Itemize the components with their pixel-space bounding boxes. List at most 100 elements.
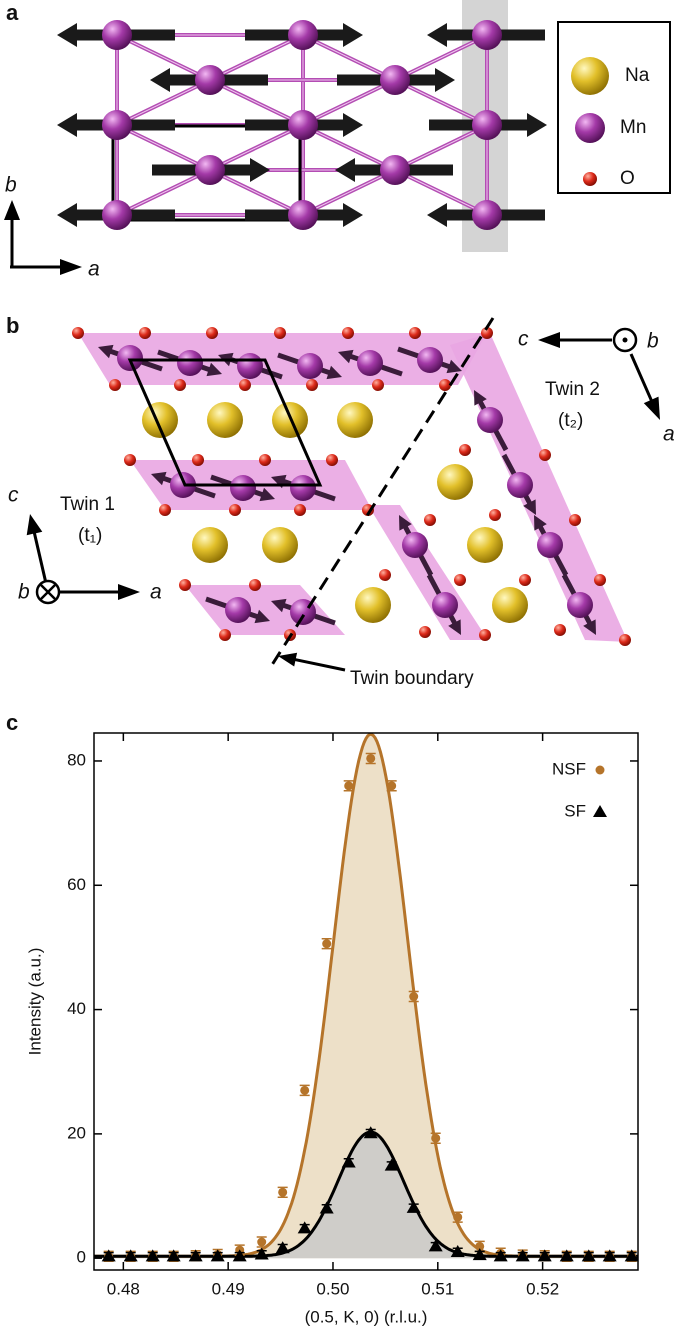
data-point [363,1126,378,1139]
data-point [101,1249,116,1262]
data-point [450,1244,465,1257]
bond [209,169,304,216]
o-atom [139,327,151,339]
arrow [278,652,346,672]
o-atom [124,454,136,466]
data-point [475,1241,485,1251]
o-atom [174,379,186,391]
o-atom [192,454,204,466]
o-atom [424,514,436,526]
panel-label: c [6,710,18,735]
na-atom [571,57,609,95]
o-atom [239,379,251,391]
bond [394,124,489,171]
arrow [10,259,82,275]
panel-label: a [6,0,19,25]
twin-label: (t₁) [78,525,102,546]
data-point [341,1155,356,1168]
mn-atom [225,597,251,623]
mn-atom [195,155,225,185]
labels: a b c Na Mn O b a c b a c b a Twin 1 (t₁… [5,0,675,735]
y-tick-label: 0 [77,1248,86,1267]
mn-atom [230,475,256,501]
na-atom [192,527,228,563]
mn-atom [288,20,318,50]
mn-atom [380,65,410,95]
data-point [344,781,354,791]
mn-atom [170,472,196,498]
o-atom [306,379,318,391]
data-point [559,1249,574,1262]
na-atom [467,527,503,563]
data-point [319,1201,334,1214]
panel-a [4,0,671,275]
mn-atom [472,110,502,140]
bond [301,124,396,171]
axis-label: a [88,258,100,281]
mn-atom [432,592,458,618]
mn-atom [417,347,443,373]
legend-label: Na [625,65,650,86]
o-atom [249,579,261,591]
axis-label: c [8,484,19,507]
o-atom [372,379,384,391]
mn-atom [117,345,143,371]
legend-label: Mn [620,117,646,138]
bond [301,79,396,126]
o-atom [409,327,421,339]
axis-label: c [518,328,529,351]
mn-atom [380,155,410,185]
axis-label: b [18,581,30,604]
na-atom [492,587,528,623]
x-tick-label: 0.50 [316,1279,349,1298]
data-point [409,992,419,1002]
layer [185,585,345,635]
y-tick-label: 60 [67,875,86,894]
o-atom [454,574,466,586]
o-atom [481,327,493,339]
data-point [472,1248,487,1261]
data-point [322,939,332,949]
layer [450,333,628,642]
axis-label: b [5,174,17,197]
o-atom [159,504,171,516]
twin-label: Twin 1 [60,494,115,515]
o-atom [379,569,391,581]
panel-c: 0 20 40 60 80 0.48 0.49 0.50 0.51 0.52 (0.5, K, 0)… [25,732,639,1326]
arrow [538,332,612,348]
bond [209,79,304,126]
mn-atom [472,20,502,50]
axis-out [622,337,628,343]
x-tick-label: 0.48 [107,1279,140,1298]
arrow [4,200,20,267]
o-atom [554,624,566,636]
o-atom [459,444,471,456]
mn-atom [537,532,563,558]
data-point [366,753,376,763]
bond [116,124,211,171]
data-point [297,1221,312,1234]
data-point [188,1249,203,1262]
na-atom [262,527,298,563]
mn-atom [288,200,318,230]
mn-atom [477,407,503,433]
data-point [581,1249,596,1262]
mn-atom [290,475,316,501]
mn-atom [567,592,593,618]
y-tick-label: 80 [67,750,86,769]
mn-atom [102,110,132,140]
fit-area [94,734,638,1259]
y-axis-title: Intensity (a.u.) [25,948,44,1056]
data-point [602,1249,617,1262]
na-atom [437,464,473,500]
data-point [431,1133,441,1143]
data-point [166,1249,181,1262]
o-atom [479,629,491,641]
panel-b [26,317,660,672]
o-atom [206,327,218,339]
data-point [278,1187,288,1197]
x-tick-label: 0.51 [421,1279,454,1298]
legend-box [557,21,671,194]
axis-into [40,584,56,600]
